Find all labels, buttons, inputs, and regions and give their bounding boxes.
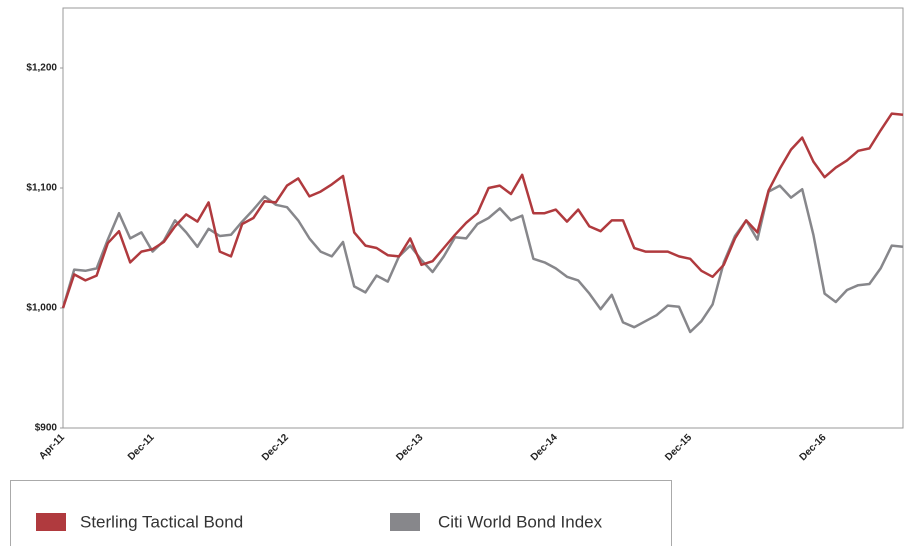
y-tick-label: $1,100 [26, 183, 57, 194]
legend-swatch [36, 513, 66, 531]
x-tick-label: Dec-15 [663, 432, 694, 463]
y-tick-label: $1,200 [26, 63, 57, 74]
x-tick-label: Dec-16 [798, 432, 829, 463]
y-tick-label: $900 [35, 423, 58, 434]
series-line [61, 112, 904, 309]
x-tick-label: Dec-14 [529, 432, 560, 463]
x-tick-label: Apr-11 [37, 432, 67, 462]
x-tick-label: Dec-13 [394, 432, 425, 463]
legend-label: Citi World Bond Index [438, 512, 603, 531]
legend-label: Sterling Tactical Bond [80, 512, 243, 531]
plot-frame [62, 7, 904, 429]
x-tick-label: Dec-12 [260, 432, 291, 463]
x-tick-label: Dec-11 [126, 432, 157, 463]
y-tick-label: $1,000 [26, 303, 57, 314]
series-line [61, 184, 904, 334]
legend-box [10, 480, 672, 546]
legend-swatch [390, 513, 420, 531]
